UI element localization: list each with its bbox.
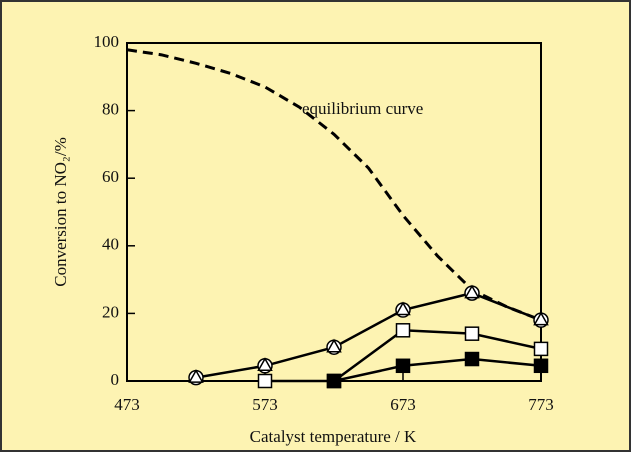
marker-triangle	[464, 284, 480, 299]
y-tick-label: 100	[94, 32, 120, 51]
marker	[395, 358, 411, 374]
marker	[326, 338, 342, 355]
y-axis-label: Conversion to NO₂/%	[51, 137, 70, 286]
marker	[533, 341, 549, 357]
marker	[464, 284, 480, 301]
x-tick-label: 673	[390, 395, 416, 414]
marker-triangle	[326, 338, 342, 353]
series-line	[333, 357, 542, 383]
marker	[533, 311, 549, 328]
x-axis-label: Catalyst temperature / K	[250, 427, 417, 446]
x-tick-label: 573	[252, 395, 278, 414]
marker-triangle	[395, 301, 411, 316]
marker	[188, 369, 204, 386]
marker	[395, 301, 411, 318]
marker-triangle	[188, 369, 204, 383]
y-tick-label: 40	[102, 235, 119, 254]
x-tick-label: 473	[114, 395, 140, 414]
marker-triangle	[257, 357, 273, 372]
marker	[464, 351, 480, 367]
series-line	[195, 291, 542, 379]
marker	[326, 373, 342, 389]
y-tick-label: 20	[102, 302, 119, 321]
x-tick-label: 773	[528, 395, 554, 414]
marker	[395, 323, 411, 338]
annotation: equilibrium curve	[302, 99, 423, 118]
y-tick-label: 0	[111, 370, 120, 389]
y-tick-label: 60	[102, 167, 119, 186]
marker	[464, 326, 480, 341]
marker-triangle	[533, 311, 549, 326]
marker	[533, 358, 549, 374]
marker	[257, 373, 273, 389]
y-tick-label: 80	[102, 100, 119, 119]
marker	[257, 357, 273, 374]
